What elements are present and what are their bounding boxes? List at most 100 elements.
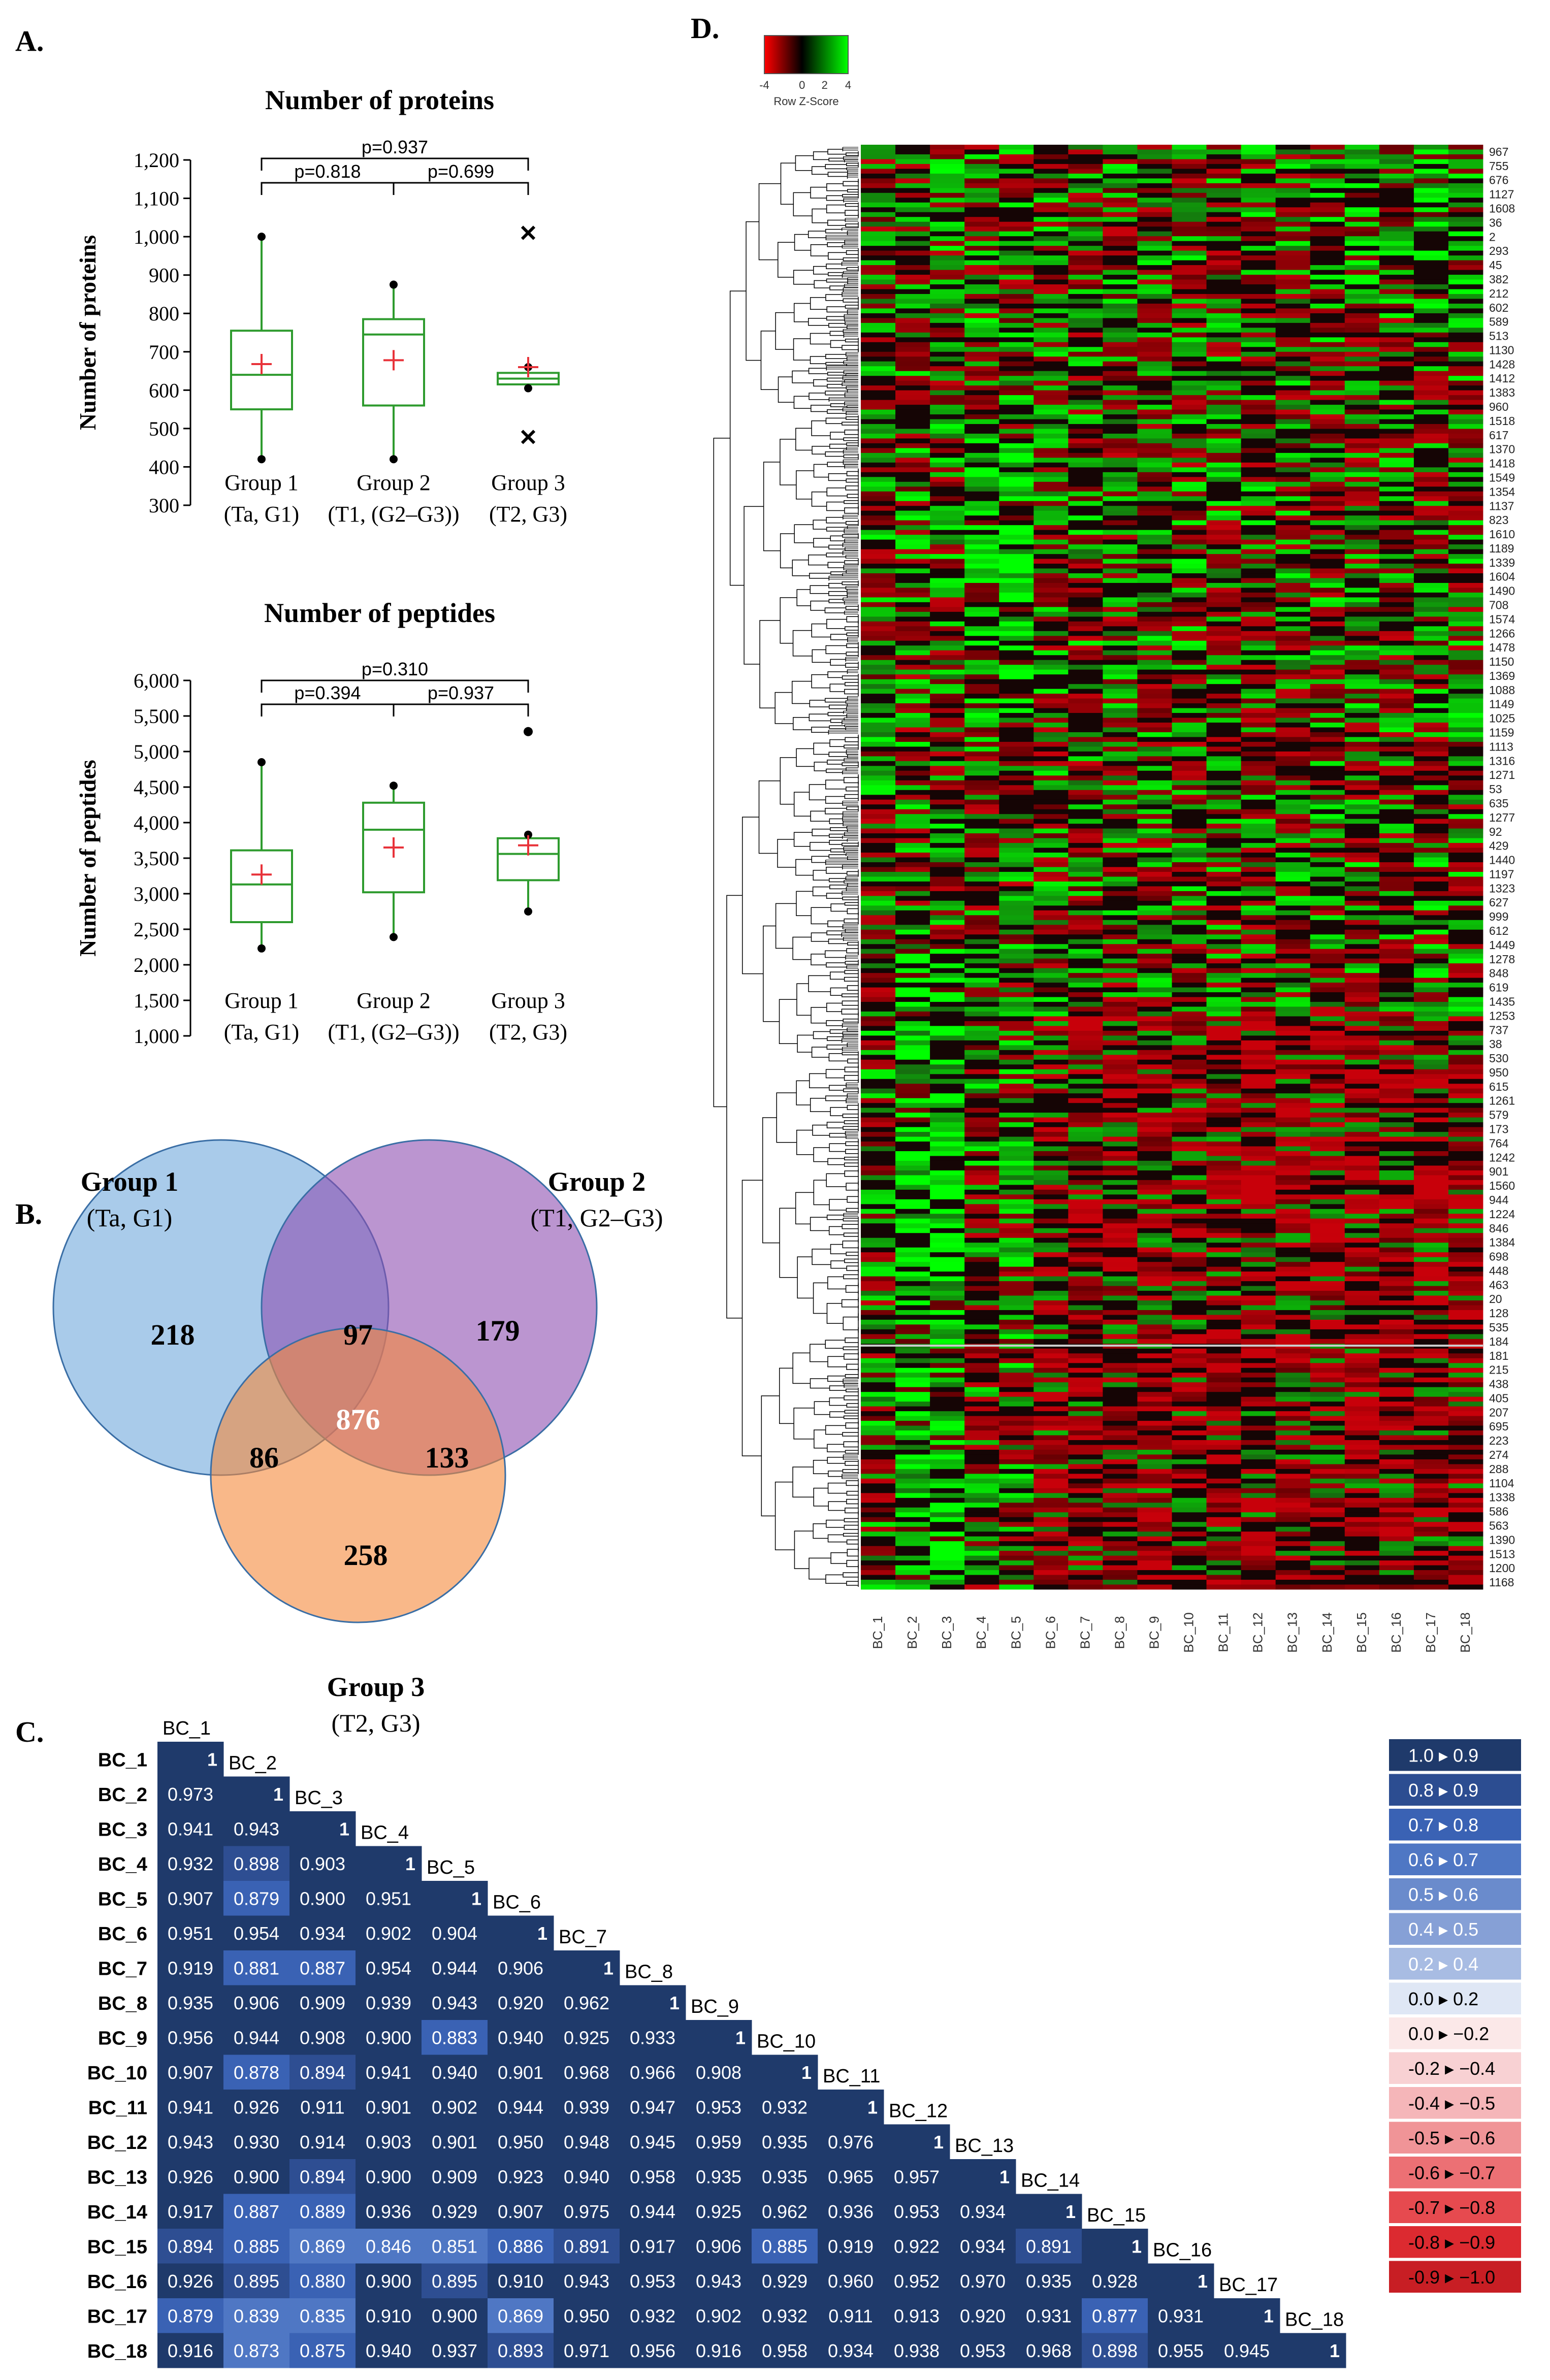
heatmap-cell — [1379, 1006, 1414, 1012]
heatmap-cell — [1241, 303, 1276, 309]
heatmap-cell — [999, 1098, 1034, 1103]
heatmap-cell — [1103, 1175, 1138, 1181]
heatmap-cell — [1068, 409, 1103, 415]
heatmap-cell — [861, 1276, 896, 1282]
heatmap-cell — [930, 645, 965, 651]
heatmap-cell — [1448, 1319, 1483, 1325]
matrix-cell-value: 0.971 — [564, 2340, 609, 2361]
heatmap-cell — [1103, 665, 1138, 670]
heatmap-cell — [1344, 1002, 1380, 1007]
heatmap-cell — [1103, 853, 1138, 858]
heatmap-cell — [1275, 674, 1311, 680]
heatmap-cell — [861, 660, 896, 665]
matrix-cell-value: 0.937 — [432, 2340, 477, 2361]
heatmap-cell — [1275, 611, 1311, 617]
heatmap-cell — [1068, 390, 1103, 396]
heatmap-cell — [861, 631, 896, 636]
heatmap-cell — [1241, 520, 1276, 526]
heatmap-cell — [861, 164, 896, 169]
heatmap-cell — [1172, 862, 1207, 867]
heatmap-cell — [1103, 1324, 1138, 1330]
heatmap-cell — [1172, 977, 1207, 983]
heatmap-cell — [1206, 611, 1242, 617]
heatmap-cell — [1275, 1315, 1311, 1320]
heatmap-cell — [1379, 1209, 1414, 1214]
heatmap-cell — [964, 669, 999, 675]
heatmap-cell — [1103, 1315, 1138, 1320]
heatmap-cell — [1137, 1026, 1172, 1031]
heatmap-cell — [1103, 741, 1138, 747]
heatmap-cell — [930, 621, 965, 627]
heatmap-cell — [1172, 448, 1207, 453]
heatmap-cell — [930, 308, 965, 314]
heatmap-cell — [1241, 828, 1276, 834]
column-label: BC_16 — [1153, 2240, 1212, 2261]
heatmap-cell — [1310, 236, 1345, 242]
heatmap-cell — [1206, 1300, 1242, 1306]
heatmap-cell — [1206, 665, 1242, 670]
heatmap-cell — [1034, 486, 1069, 492]
heatmap-cell — [999, 718, 1034, 723]
heatmap-cell — [1241, 173, 1276, 179]
heatmap-cell — [1379, 804, 1414, 810]
heatmap-cell — [1172, 491, 1207, 497]
heatmap-cell — [1068, 1103, 1103, 1109]
x-category-label: Group 2 — [357, 988, 430, 1013]
heatmap-cell — [1137, 963, 1172, 969]
heatmap-cell — [1137, 737, 1172, 742]
heatmap-cell — [964, 573, 999, 578]
heatmap-cell — [1103, 299, 1138, 304]
heatmap-cell — [1137, 602, 1172, 607]
heatmap-cell — [964, 515, 999, 521]
heatmap-cell — [964, 684, 999, 690]
heatmap-cell — [930, 318, 965, 323]
heatmap-cell — [1379, 448, 1414, 453]
matrix-cell — [289, 2124, 356, 2160]
heatmap-cell — [895, 1026, 930, 1031]
heatmap-cell — [1241, 1088, 1276, 1094]
heatmap-cell — [1137, 592, 1172, 598]
heatmap-cell — [1068, 602, 1103, 607]
heatmap-cell — [1448, 824, 1483, 829]
heatmap-cell — [1241, 501, 1276, 506]
heatmap-cell — [964, 1040, 999, 1046]
heatmap-cell — [895, 294, 930, 299]
heatmap-cell — [964, 756, 999, 762]
heatmap-cell — [1379, 958, 1414, 964]
heatmap-cell — [1206, 414, 1242, 419]
heatmap-cell — [1241, 968, 1276, 973]
heatmap-cell — [1379, 322, 1414, 328]
heatmap-cell — [1172, 645, 1207, 651]
heatmap-cell — [1206, 491, 1242, 497]
heatmap-cell — [999, 814, 1034, 820]
heatmap-cell — [964, 458, 999, 463]
heatmap-cell — [1344, 809, 1380, 814]
heatmap-cell — [1241, 1243, 1276, 1248]
heatmap-cell — [1137, 284, 1172, 289]
heatmap-cell — [895, 525, 930, 531]
heatmap-cell — [1413, 467, 1449, 473]
heatmap-cell — [1379, 226, 1414, 232]
heatmap-cell — [1103, 1228, 1138, 1233]
heatmap-cell — [1241, 554, 1276, 559]
heatmap-cell — [1413, 337, 1449, 343]
heatmap-cell — [1034, 342, 1069, 347]
heatmap-cell — [1379, 665, 1414, 670]
heatmap-cell — [1034, 429, 1069, 434]
heatmap-cell — [1137, 1117, 1172, 1123]
heatmap-cell — [999, 313, 1034, 318]
heatmap-cell — [964, 1156, 999, 1161]
heatmap-cell — [1275, 1170, 1311, 1176]
heatmap-cell — [999, 265, 1034, 270]
heatmap-cell — [1413, 564, 1449, 569]
heatmap-cell — [1206, 1319, 1242, 1325]
heatmap-cell — [1379, 597, 1414, 603]
heatmap-cell — [1206, 582, 1242, 588]
heatmap-cell — [999, 1012, 1034, 1017]
heatmap-cell — [1241, 217, 1276, 222]
heatmap-cell — [1310, 669, 1345, 675]
heatmap-cell — [1448, 684, 1483, 690]
heatmap-cell — [1413, 645, 1449, 651]
heatmap-cell — [1344, 279, 1380, 285]
heatmap-cell — [895, 361, 930, 367]
